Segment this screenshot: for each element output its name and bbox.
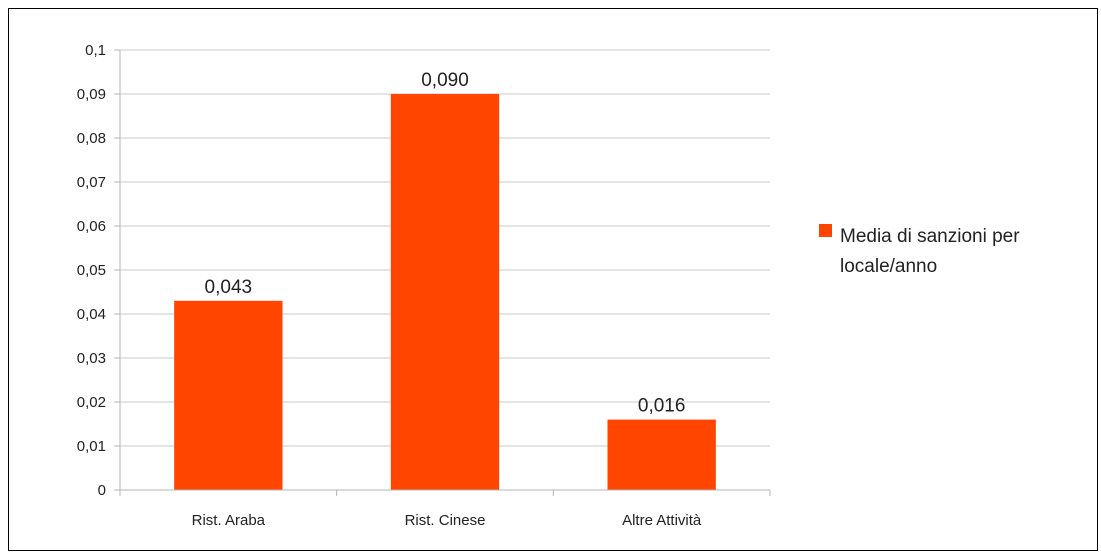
bar [608,420,716,490]
legend-label-line-2: locale/anno [840,256,937,277]
y-tick-label: 0,07 [77,174,106,191]
bar [174,301,282,490]
legend: Media di sanzioni per locale/anno [819,224,1020,277]
y-tick-label: 0 [98,482,106,499]
y-tick-label: 0,03 [77,350,106,367]
y-tick-label: 0,04 [77,306,106,323]
y-tick-label: 0,09 [77,86,106,103]
chart-frame: 0 0,01 0,02 0,03 0,04 0,05 0,06 0,07 0,08 0,09 0,1… [8,8,1098,551]
y-tick-label: 0,1 [85,42,106,59]
y-tick-label: 0,06 [77,218,106,235]
x-tick-label: Altre Attività [622,512,702,529]
bar-chart: 0 0,01 0,02 0,03 0,04 0,05 0,06 0,07 0,08 0,09 0,1… [9,9,1099,552]
bars [174,94,716,490]
x-tick-label: Rist. Araba [192,512,266,529]
legend-swatch [819,224,832,237]
data-label: 0,090 [421,70,469,91]
y-tick-label: 0,08 [77,130,106,147]
data-label: 0,016 [638,396,686,417]
legend-label-line-1: Media di sanzioni per [840,226,1020,247]
x-tick-label: Rist. Cinese [405,512,486,529]
y-tick-label: 0,02 [77,394,106,411]
data-label: 0,043 [205,277,253,298]
y-tick-label: 0,01 [77,438,106,455]
bar [391,94,499,490]
y-tick-label: 0,05 [77,262,106,279]
